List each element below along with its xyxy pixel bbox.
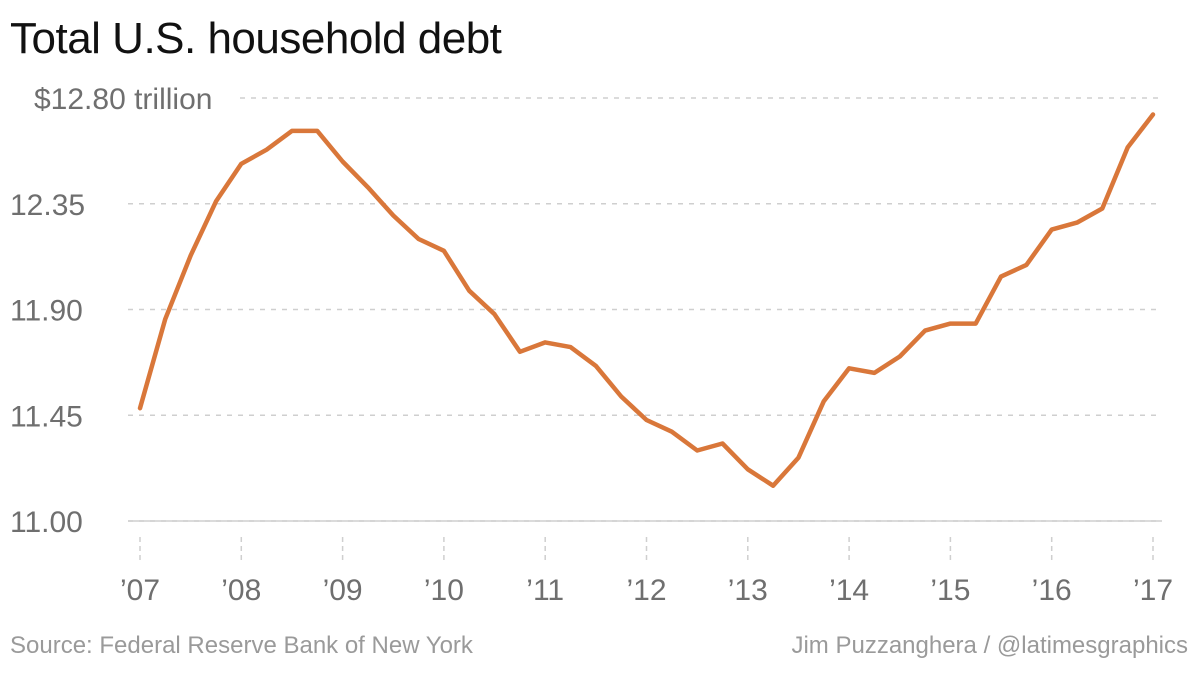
x-axis-labels: ’07 ’08 ’09 ’10 ’11 ’12 ’13 ’14 ’15 ’16 ’17 [120, 574, 1173, 607]
x-tick-label: ’16 [1032, 574, 1072, 607]
x-tick-label: ’08 [221, 574, 261, 607]
x-tick-label: ’13 [728, 574, 768, 607]
x-tick-label: ’11 [526, 574, 564, 607]
x-tick-label: ’12 [626, 574, 666, 607]
credit-note: Jim Puzzanghera / @latimesgraphics [791, 632, 1188, 659]
x-tick-label: ’09 [323, 574, 363, 607]
source-note: Source: Federal Reserve Bank of New York [10, 632, 473, 659]
y-tick-label: 11.00 [10, 506, 83, 539]
x-tick-label: ’15 [930, 574, 970, 607]
y-tick-label: 11.90 [10, 295, 83, 328]
y-tick-label: 11.45 [10, 400, 83, 433]
x-tick-label: ’14 [829, 574, 869, 607]
gridlines [128, 97, 1162, 522]
y-tick-label: 12.35 [10, 189, 85, 222]
x-axis-ticks [139, 537, 1154, 562]
y-axis-labels: 11.00 11.45 11.90 12.35 $12.80 trillion [10, 83, 212, 539]
x-tick-label: ’07 [120, 574, 160, 607]
series-line-household-debt [137, 112, 1156, 488]
x-tick-label: ’10 [424, 574, 464, 607]
x-tick-label: ’17 [1133, 574, 1173, 607]
y-tick-label: $12.80 trillion [34, 83, 212, 116]
chart-title: Total U.S. household debt [10, 14, 502, 63]
